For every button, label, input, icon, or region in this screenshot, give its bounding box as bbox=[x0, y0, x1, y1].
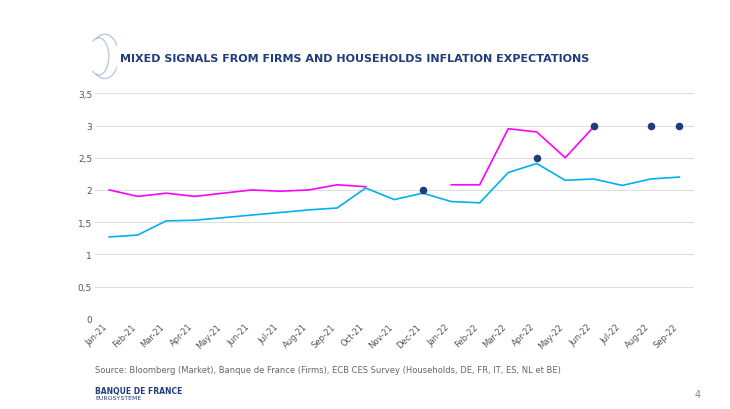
Text: EUROSYSTÈME: EUROSYSTÈME bbox=[95, 395, 141, 400]
Text: BANQUE DE FRANCE: BANQUE DE FRANCE bbox=[95, 386, 182, 395]
Point bbox=[531, 155, 542, 162]
Text: Source: Bloomberg (Market), Banque de France (Firms), ECB CES Survey (Households: Source: Bloomberg (Market), Banque de Fr… bbox=[95, 365, 561, 374]
Point bbox=[417, 187, 429, 194]
Point bbox=[673, 123, 685, 130]
Text: MIXED SIGNALS FROM FIRMS AND HOUSEHOLDS INFLATION EXPECTATIONS: MIXED SIGNALS FROM FIRMS AND HOUSEHOLDS … bbox=[120, 54, 590, 64]
Point bbox=[588, 123, 599, 130]
Text: 4: 4 bbox=[695, 389, 701, 399]
Point bbox=[645, 123, 656, 130]
